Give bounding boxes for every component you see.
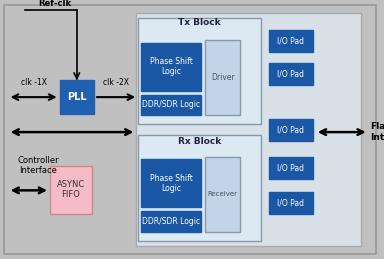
Bar	[138, 135, 261, 241]
Bar	[138, 18, 261, 124]
Text: clk -1X: clk -1X	[21, 78, 46, 87]
Text: Receiver: Receiver	[208, 191, 238, 197]
Bar	[269, 119, 313, 141]
Bar	[141, 43, 201, 91]
Bar	[50, 166, 92, 214]
Text: I/O Pad: I/O Pad	[277, 36, 305, 45]
Text: Ref-clk: Ref-clk	[38, 0, 71, 8]
Text: ASYNC
FIFO: ASYNC FIFO	[57, 180, 85, 199]
Text: DDR/SDR Logic: DDR/SDR Logic	[142, 100, 200, 109]
Text: PLL: PLL	[67, 92, 87, 102]
Text: Rx Block: Rx Block	[178, 137, 221, 146]
Text: DDR/SDR Logic: DDR/SDR Logic	[142, 217, 200, 226]
Bar	[205, 40, 240, 115]
Bar	[141, 211, 201, 232]
Text: clk -2X: clk -2X	[103, 78, 129, 87]
Text: Driver: Driver	[211, 73, 235, 82]
Bar	[136, 13, 361, 246]
Text: I/O Pad: I/O Pad	[277, 163, 305, 172]
Bar	[269, 192, 313, 214]
Text: Flash
Interface: Flash Interface	[371, 123, 384, 142]
Bar	[269, 30, 313, 52]
Bar	[269, 63, 313, 85]
Text: I/O Pad: I/O Pad	[277, 126, 305, 135]
Text: Phase Shift
Logic: Phase Shift Logic	[150, 174, 192, 193]
Bar	[269, 157, 313, 179]
Text: Phase Shift
Logic: Phase Shift Logic	[150, 57, 192, 76]
Text: I/O Pad: I/O Pad	[277, 70, 305, 79]
Bar	[141, 95, 201, 115]
Bar	[60, 80, 94, 114]
Text: Tx Block: Tx Block	[178, 18, 221, 26]
Text: I/O Pad: I/O Pad	[277, 198, 305, 207]
Bar	[141, 159, 201, 207]
Bar	[205, 157, 240, 232]
Text: Controller
Interface: Controller Interface	[18, 156, 59, 175]
